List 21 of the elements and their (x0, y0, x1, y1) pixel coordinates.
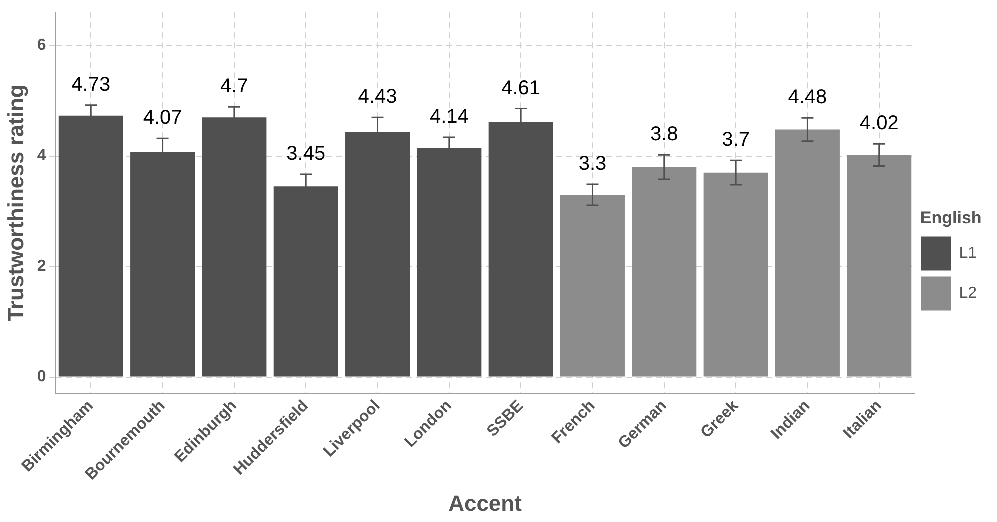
data-label: 4.02 (860, 112, 899, 135)
data-label: 4.48 (788, 86, 828, 109)
data-label: 3.8 (650, 124, 678, 146)
data-label: 3.45 (286, 143, 326, 166)
data-label: 4.07 (143, 107, 182, 130)
data-label: 4.73 (72, 74, 111, 96)
legend-title: English (920, 208, 982, 228)
legend-label: L1 (959, 245, 978, 262)
y-tick-label: 0 (37, 368, 46, 386)
data-label: 4.43 (358, 86, 398, 108)
data-label: 4.14 (430, 106, 469, 128)
y-axis-title: Trustworthiness rating (3, 84, 28, 322)
data-label: 3.7 (722, 129, 750, 152)
y-tick-label: 2 (37, 258, 46, 276)
legend-label: L2 (959, 285, 978, 302)
y-tick-label: 4 (37, 148, 46, 165)
data-label: 3.3 (578, 152, 607, 175)
y-tick-label: 6 (37, 37, 46, 54)
data-label: 4.61 (502, 77, 541, 100)
data-label: 4.7 (220, 76, 248, 98)
x-axis-title: Accent (448, 490, 523, 516)
